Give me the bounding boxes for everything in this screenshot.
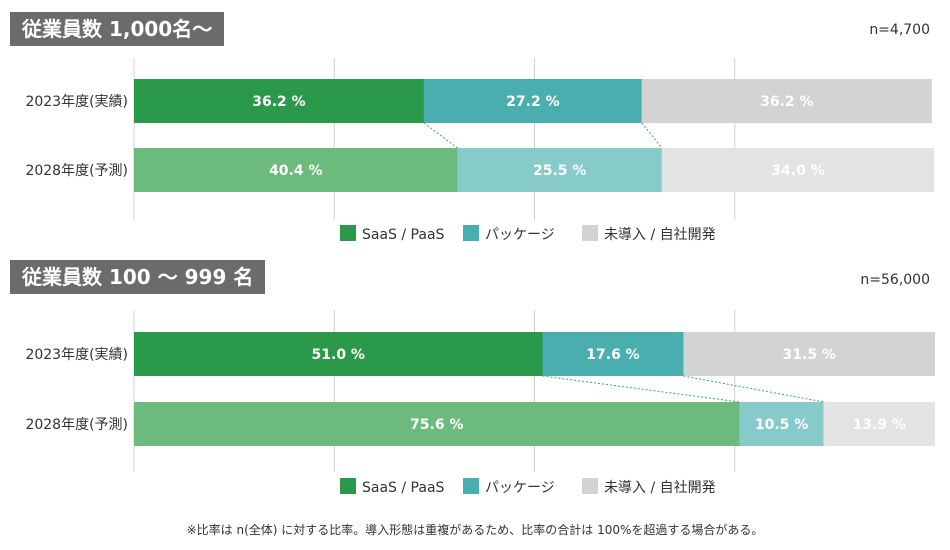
bar-segment (134, 402, 740, 446)
legend-label: SaaS / PaaS (362, 480, 445, 496)
data-label: 36.2 % (252, 94, 305, 110)
legend-swatch (582, 225, 598, 241)
bar-segment (683, 332, 935, 376)
bar-segment (542, 332, 684, 376)
legend-label: 未導入 / 自社開発 (604, 480, 716, 496)
connector-line (423, 122, 458, 149)
legend-swatch (463, 478, 479, 494)
data-label: 10.5 % (755, 417, 808, 433)
legend-swatch (340, 225, 356, 241)
legend-swatch (582, 478, 598, 494)
sample-size: n=4,700 (869, 22, 930, 38)
bar-segment (423, 79, 642, 123)
data-label: 13.9 % (853, 417, 906, 433)
bar-segment (134, 332, 543, 376)
data-label: 34.0 % (771, 163, 824, 179)
data-label: 36.2 % (760, 94, 813, 110)
bar-segment (823, 402, 935, 446)
data-label: 25.5 % (533, 163, 586, 179)
bar-segment (457, 148, 662, 192)
connector-line (542, 375, 740, 403)
chart-title: 従業員数 100 〜 999 名 (10, 260, 266, 294)
data-label: 17.6 % (586, 347, 639, 363)
bar-segment (661, 148, 935, 192)
data-label: 40.4 % (269, 163, 322, 179)
connector-line (641, 122, 663, 149)
chart-title: 従業員数 1,000名〜 (10, 12, 225, 46)
legend-label: パッケージ (485, 227, 555, 243)
bar-segment (739, 402, 824, 446)
legend-label: SaaS / PaaS (362, 227, 445, 243)
legend-label: 未導入 / 自社開発 (604, 227, 716, 243)
legend-swatch (463, 225, 479, 241)
category-label: 2028年度(予測) (25, 163, 128, 179)
bar-segment (641, 79, 932, 123)
data-label: 31.5 % (783, 347, 836, 363)
category-label: 2023年度(実績) (25, 94, 128, 110)
data-label: 27.2 % (506, 94, 559, 110)
data-label: 51.0 % (312, 347, 365, 363)
sample-size: n=56,000 (860, 272, 930, 288)
bar-segment (134, 79, 424, 123)
bar-segment (134, 148, 458, 192)
connector-line (683, 375, 824, 403)
category-label: 2028年度(予測) (25, 417, 128, 433)
footnote: ※比率は n(全体) に対する比率。導入形態は重複があるため、比率の合計は 10… (186, 523, 764, 537)
category-label: 2023年度(実績) (25, 347, 128, 363)
data-label: 75.6 % (410, 417, 463, 433)
legend-label: パッケージ (485, 480, 555, 496)
legend-swatch (340, 478, 356, 494)
stacked-bar-charts: 2023年度(実績) 36.2 % 27.2 % 36.2 % 2028年度(予測) 40… (25, 58, 935, 496)
